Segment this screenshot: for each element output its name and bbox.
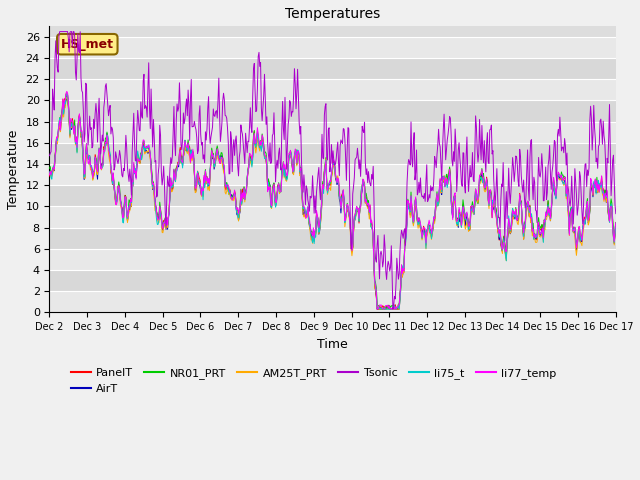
li77_temp xyxy=(420,225,428,230)
NR01_PRT xyxy=(45,166,53,171)
Bar xyxy=(49,270,616,291)
Tsonic xyxy=(45,153,53,158)
Legend: PanelT, AirT, NR01_PRT, AM25T_PRT, Tsonic, li75_t, li77_temp: PanelT, AirT, NR01_PRT, AM25T_PRT, Tsoni… xyxy=(67,364,561,398)
li75_t xyxy=(56,115,63,121)
li75_t xyxy=(378,306,386,312)
li75_t xyxy=(612,224,620,229)
Tsonic xyxy=(57,29,65,35)
Bar xyxy=(49,291,616,312)
Bar xyxy=(49,185,616,206)
Line: AM25T_PRT: AM25T_PRT xyxy=(49,97,616,309)
NR01_PRT xyxy=(403,215,411,220)
PanelT xyxy=(202,177,210,183)
Tsonic xyxy=(115,156,123,161)
PanelT xyxy=(63,91,70,97)
li75_t xyxy=(420,227,428,233)
PanelT xyxy=(403,216,411,222)
NR01_PRT xyxy=(420,228,428,234)
AirT xyxy=(420,227,428,233)
PanelT xyxy=(45,173,53,179)
AirT xyxy=(56,123,63,129)
Line: li77_temp: li77_temp xyxy=(49,91,616,309)
PanelT xyxy=(115,182,123,188)
AirT xyxy=(612,225,620,230)
Tsonic xyxy=(612,211,620,216)
AirT xyxy=(62,96,70,102)
NR01_PRT xyxy=(56,115,63,120)
AM25T_PRT xyxy=(45,171,53,177)
Line: li75_t: li75_t xyxy=(49,94,616,309)
li75_t xyxy=(45,169,53,175)
Tsonic xyxy=(420,196,428,202)
AM25T_PRT xyxy=(612,225,620,230)
Y-axis label: Temperature: Temperature xyxy=(7,130,20,209)
li75_t xyxy=(403,221,411,227)
li77_temp xyxy=(172,167,180,173)
li75_t xyxy=(115,184,123,190)
Bar xyxy=(49,79,616,100)
AM25T_PRT xyxy=(63,95,70,100)
li77_temp xyxy=(202,178,210,183)
NR01_PRT xyxy=(612,219,620,225)
Text: HS_met: HS_met xyxy=(61,38,114,51)
Bar xyxy=(49,58,616,79)
NR01_PRT xyxy=(172,165,180,170)
AirT xyxy=(45,171,53,177)
AirT xyxy=(172,166,180,171)
Line: PanelT: PanelT xyxy=(49,94,616,309)
li77_temp xyxy=(373,306,381,312)
AirT xyxy=(202,180,210,186)
Line: Tsonic: Tsonic xyxy=(49,32,616,309)
Tsonic xyxy=(202,137,210,143)
NR01_PRT xyxy=(377,306,385,312)
li75_t xyxy=(63,91,70,96)
Tsonic xyxy=(172,117,180,122)
AM25T_PRT xyxy=(56,120,63,126)
li77_temp xyxy=(612,220,620,226)
PanelT xyxy=(373,306,381,312)
NR01_PRT xyxy=(202,177,210,182)
AM25T_PRT xyxy=(115,184,123,190)
PanelT xyxy=(172,165,180,171)
PanelT xyxy=(56,119,63,125)
Line: AirT: AirT xyxy=(49,99,616,309)
Tsonic xyxy=(56,29,63,35)
Bar xyxy=(49,37,616,58)
PanelT xyxy=(420,223,428,229)
AM25T_PRT xyxy=(172,168,180,174)
AM25T_PRT xyxy=(374,306,382,312)
AirT xyxy=(403,217,411,223)
Bar xyxy=(49,100,616,121)
li77_temp xyxy=(403,218,411,224)
Tsonic xyxy=(389,306,397,312)
Line: NR01_PRT: NR01_PRT xyxy=(49,95,616,309)
AirT xyxy=(115,185,123,191)
NR01_PRT xyxy=(115,179,123,185)
Title: Temperatures: Temperatures xyxy=(285,7,380,21)
Bar xyxy=(49,206,616,228)
li77_temp xyxy=(63,88,70,94)
AirT xyxy=(373,306,381,312)
li75_t xyxy=(172,168,180,174)
Bar xyxy=(49,143,616,164)
Tsonic xyxy=(403,179,411,185)
Bar xyxy=(49,164,616,185)
li77_temp xyxy=(115,182,123,188)
li75_t xyxy=(202,178,210,184)
X-axis label: Time: Time xyxy=(317,337,348,350)
Bar xyxy=(49,228,616,249)
AM25T_PRT xyxy=(420,229,428,235)
AM25T_PRT xyxy=(202,180,210,186)
PanelT xyxy=(612,224,620,230)
Bar xyxy=(49,249,616,270)
AM25T_PRT xyxy=(403,219,411,225)
NR01_PRT xyxy=(63,92,70,98)
li77_temp xyxy=(56,118,63,123)
Bar xyxy=(49,121,616,143)
li77_temp xyxy=(45,172,53,178)
